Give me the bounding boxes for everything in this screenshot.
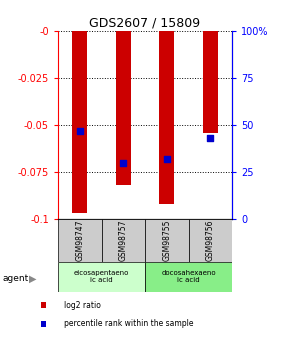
- Bar: [102, 219, 145, 262]
- Text: log2 ratio: log2 ratio: [64, 301, 101, 310]
- Bar: [188, 219, 232, 262]
- Text: agent: agent: [3, 274, 29, 283]
- Point: [208, 136, 213, 141]
- Text: docosahexaeno
ic acid: docosahexaeno ic acid: [161, 270, 216, 283]
- Bar: [58, 219, 102, 262]
- Point: [164, 156, 169, 162]
- Bar: [72, 31, 87, 214]
- Point: [121, 160, 126, 166]
- Bar: [203, 31, 218, 132]
- Text: GSM98747: GSM98747: [75, 220, 84, 262]
- Bar: [145, 262, 232, 292]
- Bar: [145, 219, 188, 262]
- Bar: [116, 31, 131, 185]
- Text: eicosapentaeno
ic acid: eicosapentaeno ic acid: [74, 270, 129, 283]
- Text: GSM98756: GSM98756: [206, 220, 215, 262]
- Text: ▶: ▶: [29, 274, 37, 284]
- Bar: [58, 262, 145, 292]
- Text: GSM98757: GSM98757: [119, 220, 128, 262]
- Text: GSM98755: GSM98755: [162, 220, 171, 262]
- Bar: [159, 31, 174, 204]
- Title: GDS2607 / 15809: GDS2607 / 15809: [89, 17, 201, 30]
- Point: [77, 128, 82, 134]
- Text: percentile rank within the sample: percentile rank within the sample: [64, 319, 193, 328]
